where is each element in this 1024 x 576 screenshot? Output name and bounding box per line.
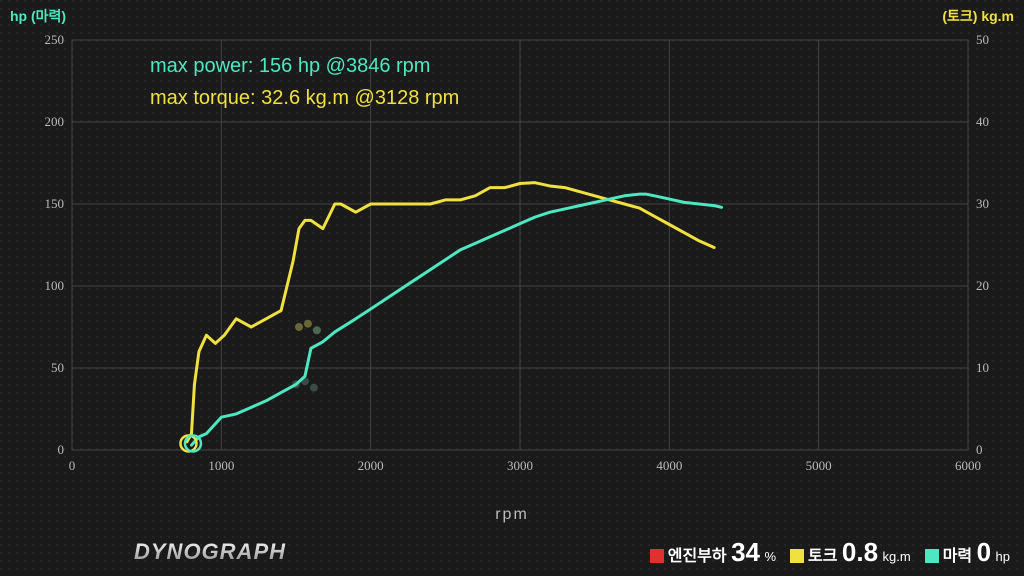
legend-value: 0: [977, 537, 991, 567]
legend-item: 엔진부하 34 %: [650, 537, 776, 568]
legend: 엔진부하 34 % 토크 0.8 kg.m 마력 0 hp: [650, 537, 1010, 568]
svg-text:2000: 2000: [358, 458, 384, 473]
legend-unit: hp: [996, 549, 1010, 564]
svg-text:1000: 1000: [208, 458, 234, 473]
svg-text:40: 40: [976, 114, 989, 129]
legend-label: 토크: [808, 548, 837, 565]
legend-label: 엔진부하: [668, 548, 727, 565]
svg-text:30: 30: [976, 196, 989, 211]
svg-text:200: 200: [45, 114, 65, 129]
max-torque-annotation: max torque: 32.6 kg.m @3128 rpm: [150, 82, 459, 114]
right-axis-label: (토크) kg.m: [942, 6, 1014, 26]
legend-swatch: [925, 549, 939, 563]
x-axis-label: rpm: [495, 506, 529, 524]
svg-text:250: 250: [45, 32, 65, 47]
svg-text:5000: 5000: [806, 458, 832, 473]
brand-logo: DYNOGRAPH: [134, 539, 286, 565]
svg-text:50: 50: [976, 32, 989, 47]
svg-text:150: 150: [45, 196, 65, 211]
svg-text:3000: 3000: [507, 458, 533, 473]
svg-text:0: 0: [58, 442, 65, 457]
left-axis-label: hp (마력): [10, 6, 66, 26]
svg-text:10: 10: [976, 360, 989, 375]
svg-text:50: 50: [51, 360, 64, 375]
legend-value: 34: [731, 537, 760, 567]
legend-unit: %: [764, 549, 776, 564]
legend-item: 토크 0.8 kg.m: [790, 537, 911, 568]
footer-bar: DYNOGRAPH 엔진부하 34 % 토크 0.8 kg.m 마력 0 hp: [0, 534, 1024, 570]
legend-unit: kg.m: [883, 549, 911, 564]
legend-swatch: [650, 549, 664, 563]
max-power-annotation: max power: 156 hp @3846 rpm: [150, 50, 459, 82]
legend-value: 0.8: [842, 537, 878, 567]
legend-item: 마력 0 hp: [925, 537, 1010, 568]
legend-swatch: [790, 549, 804, 563]
svg-text:100: 100: [45, 278, 65, 293]
svg-text:20: 20: [976, 278, 989, 293]
chart-annotations: max power: 156 hp @3846 rpm max torque: …: [150, 50, 459, 114]
svg-text:0: 0: [69, 458, 76, 473]
svg-text:6000: 6000: [955, 458, 981, 473]
svg-text:4000: 4000: [656, 458, 682, 473]
legend-label: 마력: [943, 548, 972, 565]
svg-text:0: 0: [976, 442, 983, 457]
